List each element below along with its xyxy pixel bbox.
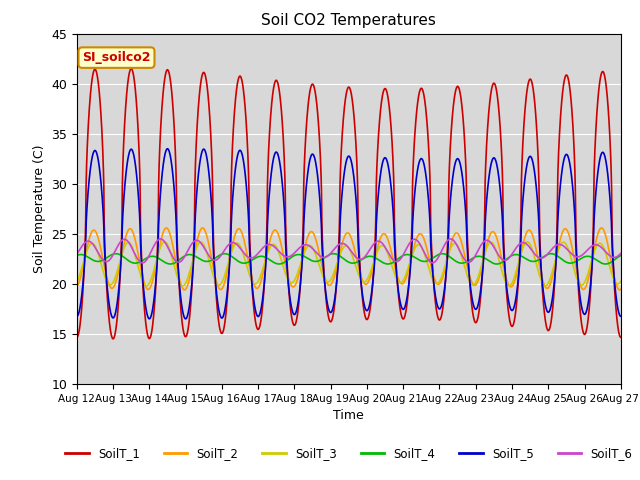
SoilT_3 xyxy=(282,271,289,276)
SoilT_5 xyxy=(548,299,556,305)
SoilT_5 xyxy=(164,146,172,152)
Text: SI_soilco2: SI_soilco2 xyxy=(82,51,151,64)
SoilT_5 xyxy=(168,159,175,165)
X-axis label: Time: Time xyxy=(333,409,364,422)
SoilT_2 xyxy=(73,284,81,289)
SoilT_6 xyxy=(139,260,147,266)
SoilT_5 xyxy=(617,313,625,319)
SoilT_2 xyxy=(282,263,289,269)
Line: SoilT_1: SoilT_1 xyxy=(77,69,621,339)
SoilT_5 xyxy=(182,316,189,322)
Y-axis label: Soil Temperature (C): Soil Temperature (C) xyxy=(33,144,45,273)
SoilT_6 xyxy=(548,246,556,252)
SoilT_5 xyxy=(282,244,290,250)
SoilT_1 xyxy=(73,335,81,340)
SoilT_4 xyxy=(617,252,625,258)
SoilT_2 xyxy=(617,287,625,292)
SoilT_1 xyxy=(135,152,143,158)
Legend: SoilT_1, SoilT_2, SoilT_3, SoilT_4, SoilT_5, SoilT_6: SoilT_1, SoilT_2, SoilT_3, SoilT_4, Soil… xyxy=(60,443,637,465)
SoilT_3 xyxy=(73,278,81,284)
SoilT_3 xyxy=(617,278,625,284)
SoilT_1 xyxy=(305,92,313,98)
SoilT_4 xyxy=(305,256,313,262)
SoilT_6 xyxy=(168,252,175,257)
SoilT_2 xyxy=(135,254,143,260)
SoilT_4 xyxy=(384,261,392,267)
SoilT_3 xyxy=(541,283,549,288)
SoilT_2 xyxy=(607,254,614,260)
SoilT_6 xyxy=(447,236,454,242)
SoilT_3 xyxy=(161,239,168,245)
SoilT_3 xyxy=(135,266,143,272)
Title: Soil CO2 Temperatures: Soil CO2 Temperatures xyxy=(261,13,436,28)
SoilT_4 xyxy=(167,261,175,267)
SoilT_4 xyxy=(282,259,289,264)
SoilT_4 xyxy=(135,260,143,265)
SoilT_6 xyxy=(305,243,313,249)
SoilT_1 xyxy=(168,87,175,93)
SoilT_5 xyxy=(135,199,143,205)
Line: SoilT_3: SoilT_3 xyxy=(77,242,621,286)
SoilT_5 xyxy=(73,313,81,319)
SoilT_6 xyxy=(607,253,614,259)
SoilT_1 xyxy=(607,147,614,153)
SoilT_4 xyxy=(548,251,556,257)
SoilT_6 xyxy=(282,254,289,260)
SoilT_3 xyxy=(607,266,614,272)
SoilT_6 xyxy=(617,251,625,256)
SoilT_1 xyxy=(282,227,290,232)
SoilT_1 xyxy=(127,66,135,72)
SoilT_5 xyxy=(607,203,614,208)
SoilT_4 xyxy=(438,251,446,257)
Line: SoilT_6: SoilT_6 xyxy=(77,239,621,263)
SoilT_2 xyxy=(305,230,313,236)
SoilT_6 xyxy=(135,258,143,264)
SoilT_2 xyxy=(198,225,206,231)
SoilT_4 xyxy=(73,252,81,258)
Line: SoilT_2: SoilT_2 xyxy=(77,228,621,290)
SoilT_5 xyxy=(305,159,313,165)
SoilT_1 xyxy=(617,335,625,340)
Line: SoilT_4: SoilT_4 xyxy=(77,254,621,264)
SoilT_1 xyxy=(109,336,117,342)
SoilT_2 xyxy=(616,287,623,293)
SoilT_2 xyxy=(548,277,556,283)
SoilT_3 xyxy=(305,242,313,248)
SoilT_2 xyxy=(167,235,175,241)
SoilT_6 xyxy=(73,251,81,257)
SoilT_1 xyxy=(548,313,556,319)
Line: SoilT_5: SoilT_5 xyxy=(77,149,621,319)
SoilT_4 xyxy=(607,260,614,265)
SoilT_3 xyxy=(548,270,556,276)
SoilT_3 xyxy=(168,252,175,258)
